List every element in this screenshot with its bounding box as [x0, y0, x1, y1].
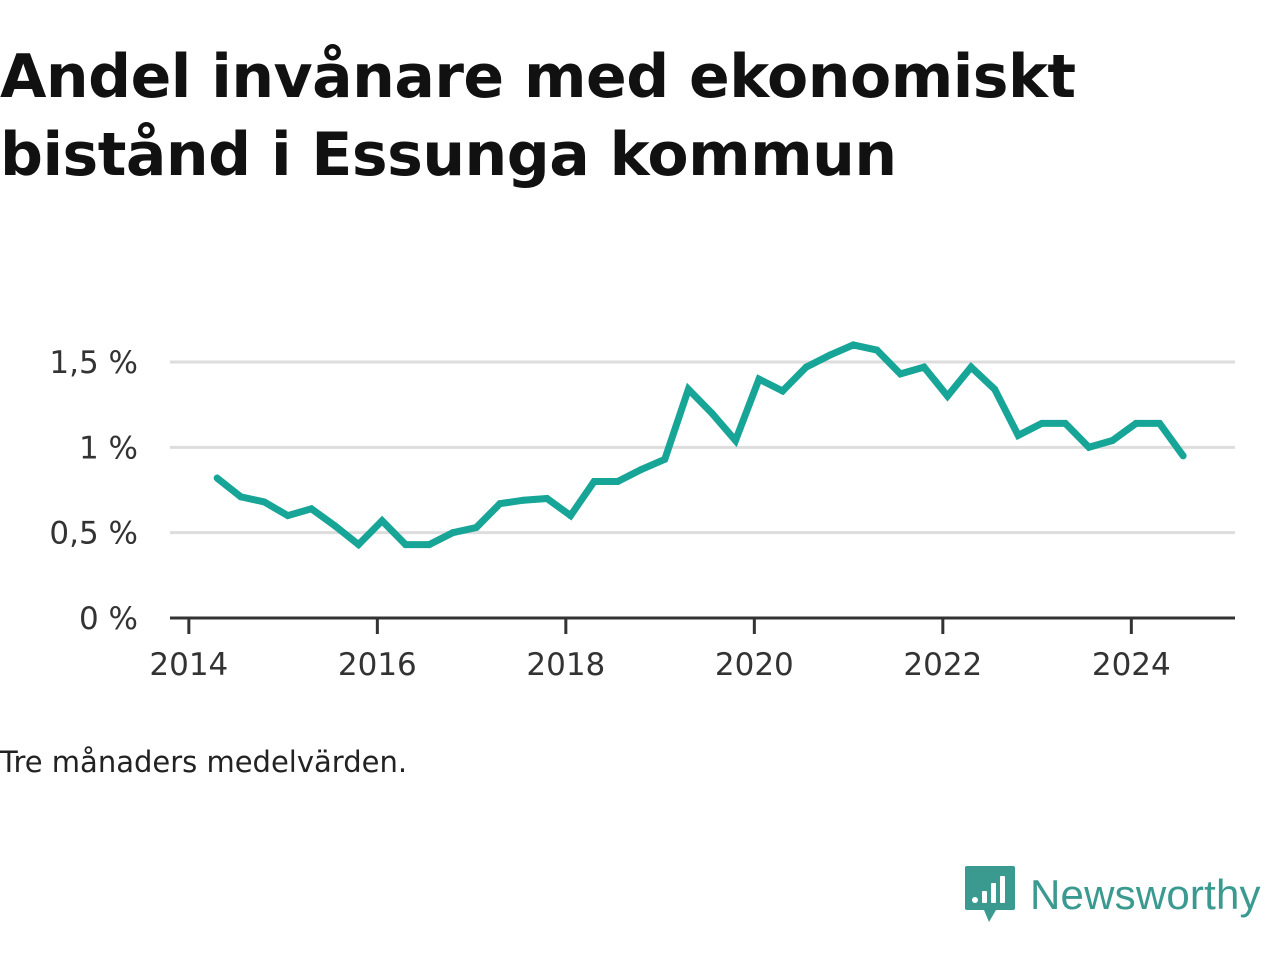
y-axis-tick-labels: 0 % 0,5 % 1 % 1,5 % — [49, 345, 138, 637]
data-point — [614, 477, 622, 485]
y-tick-label: 1 % — [79, 430, 138, 466]
data-point — [402, 541, 410, 549]
data-point — [378, 517, 386, 525]
data-point — [237, 493, 245, 501]
data-point — [284, 512, 292, 520]
data-point — [449, 529, 457, 537]
data-point — [1014, 431, 1022, 439]
series-line — [214, 341, 1187, 550]
data-point — [1179, 452, 1187, 460]
data-point — [967, 363, 975, 371]
data-point — [684, 385, 692, 393]
data-point — [1085, 443, 1093, 451]
data-point — [519, 496, 527, 504]
data-point — [637, 466, 645, 474]
data-point — [661, 455, 669, 463]
data-point — [472, 524, 480, 532]
data-point — [1156, 419, 1164, 427]
data-point — [354, 541, 362, 549]
data-point — [849, 341, 857, 349]
data-point — [896, 370, 904, 378]
data-point — [496, 500, 504, 508]
data-point — [590, 477, 598, 485]
x-tick-label: 2024 — [1092, 647, 1171, 683]
data-point — [755, 375, 763, 383]
brand-name: Newsworthy — [1030, 871, 1261, 918]
chart-note: Tre månaders medelvärden. — [0, 745, 408, 779]
y-tick-label: 0 % — [79, 601, 138, 637]
data-point — [826, 351, 834, 359]
x-tick-label: 2014 — [149, 647, 228, 683]
data-point — [1038, 419, 1046, 427]
data-point — [1132, 419, 1140, 427]
x-tick-label: 2022 — [903, 647, 982, 683]
x-axis: 2014 2016 2018 2020 2022 2024 — [149, 616, 1235, 683]
data-point — [1108, 437, 1116, 445]
x-tick-label: 2020 — [715, 647, 794, 683]
x-tick-label: 2018 — [526, 647, 605, 683]
gridlines — [170, 360, 1235, 535]
data-point — [779, 387, 787, 395]
data-point — [1061, 419, 1069, 427]
line-chart: 0 % 0,5 % 1 % 1,5 % 2014 2016 2018 2020 2022 202… — [49, 341, 1235, 683]
chart-title: Andel invånare med ekonomiskt bistånd i … — [0, 42, 1076, 190]
y-tick-label: 0,5 % — [49, 516, 138, 552]
data-point — [708, 409, 716, 417]
data-point — [731, 437, 739, 445]
data-point — [260, 498, 268, 506]
data-point — [567, 512, 575, 520]
data-point — [543, 495, 551, 503]
data-point — [944, 392, 952, 400]
x-tick-label: 2016 — [338, 647, 417, 683]
data-point — [213, 474, 221, 482]
data-point — [425, 541, 433, 549]
data-point — [873, 346, 881, 354]
brand-logo: Newsworthy — [964, 864, 1261, 926]
data-point — [307, 505, 315, 513]
y-tick-label: 1,5 % — [49, 345, 138, 381]
data-point — [991, 385, 999, 393]
bar-chart-badge-icon — [965, 866, 1015, 922]
data-point — [802, 363, 810, 371]
data-point — [920, 363, 928, 371]
data-point — [331, 522, 339, 530]
data-series — [213, 341, 1187, 550]
